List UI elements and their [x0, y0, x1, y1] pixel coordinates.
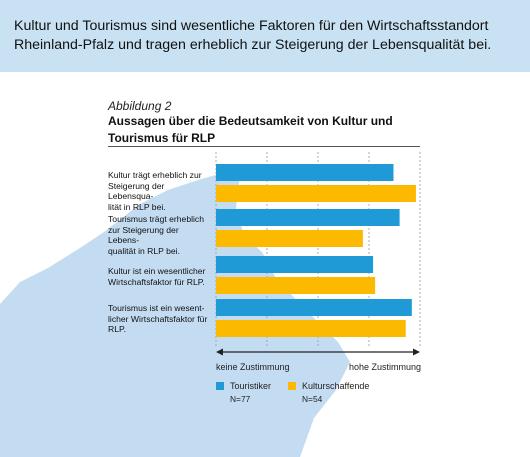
category-label-line: Kultur trägt erheblich zur — [108, 170, 202, 180]
bar — [216, 299, 412, 316]
bar — [216, 185, 416, 202]
category-label-line: Kultur ist ein wesentlicher — [108, 266, 206, 276]
legend-swatch-kulturschaffende — [288, 382, 296, 390]
category-label-line: licher Wirtschaftsfaktor für — [108, 313, 208, 324]
bar — [216, 164, 394, 181]
banner-text: Kultur und Tourismus sind wesentliche Fa… — [14, 18, 492, 53]
category-label-3: Kultur ist ein wesentlicher Wirtschaftsf… — [108, 266, 210, 287]
legend-name-kulturschaffende: Kulturschaffende — [302, 381, 370, 391]
category-label-line: Steigerung der Lebensqua- — [108, 180, 165, 202]
category-label-line: Tourismus trägt erheblich — [108, 214, 205, 224]
category-label-line: zur Steigerung der Lebens- — [108, 224, 179, 246]
category-label-line: lität in RLP bei. — [108, 201, 166, 212]
category-label-line: qualität in RLP bei. — [108, 245, 180, 256]
legend-name-touristiker: Touristiker — [230, 381, 272, 391]
bar — [216, 320, 406, 337]
x-axis-arrow-left — [216, 348, 223, 356]
figure-label: Abbildung 2 — [108, 99, 172, 113]
figure-title: Aussagen über die Bedeutsamkeit von Kult… — [108, 114, 393, 145]
category-label-line: Wirtschaftsfaktor für RLP. — [108, 276, 205, 287]
category-label-line: RLP. — [108, 324, 126, 335]
category-label-1: Kultur trägt erheblich zur Steigerung de… — [108, 170, 210, 212]
rlp-map-silhouette — [0, 172, 350, 457]
axis-label-high: hohe Zustimmung — [349, 362, 422, 372]
legend-swatch-touristiker — [216, 382, 224, 390]
x-axis-arrow-right — [413, 348, 420, 356]
legend-n-touristiker: N=77 — [230, 394, 251, 404]
category-label-2: Tourismus trägt erheblich zur Steigerung… — [108, 214, 210, 256]
category-label-line: Tourismus ist ein wesent- — [108, 303, 205, 313]
category-label-4: Tourismus ist ein wesent- licher Wirtsch… — [108, 303, 210, 335]
legend-n-kulturschaffende: N=54 — [302, 394, 323, 404]
bar — [216, 230, 363, 247]
bar — [216, 256, 374, 273]
title-rule — [108, 146, 420, 147]
bar — [216, 277, 376, 294]
bar — [216, 209, 400, 226]
header-banner: Kultur und Tourismus sind wesentliche Fa… — [0, 0, 530, 72]
axis-label-low: keine Zustimmung — [216, 362, 290, 372]
